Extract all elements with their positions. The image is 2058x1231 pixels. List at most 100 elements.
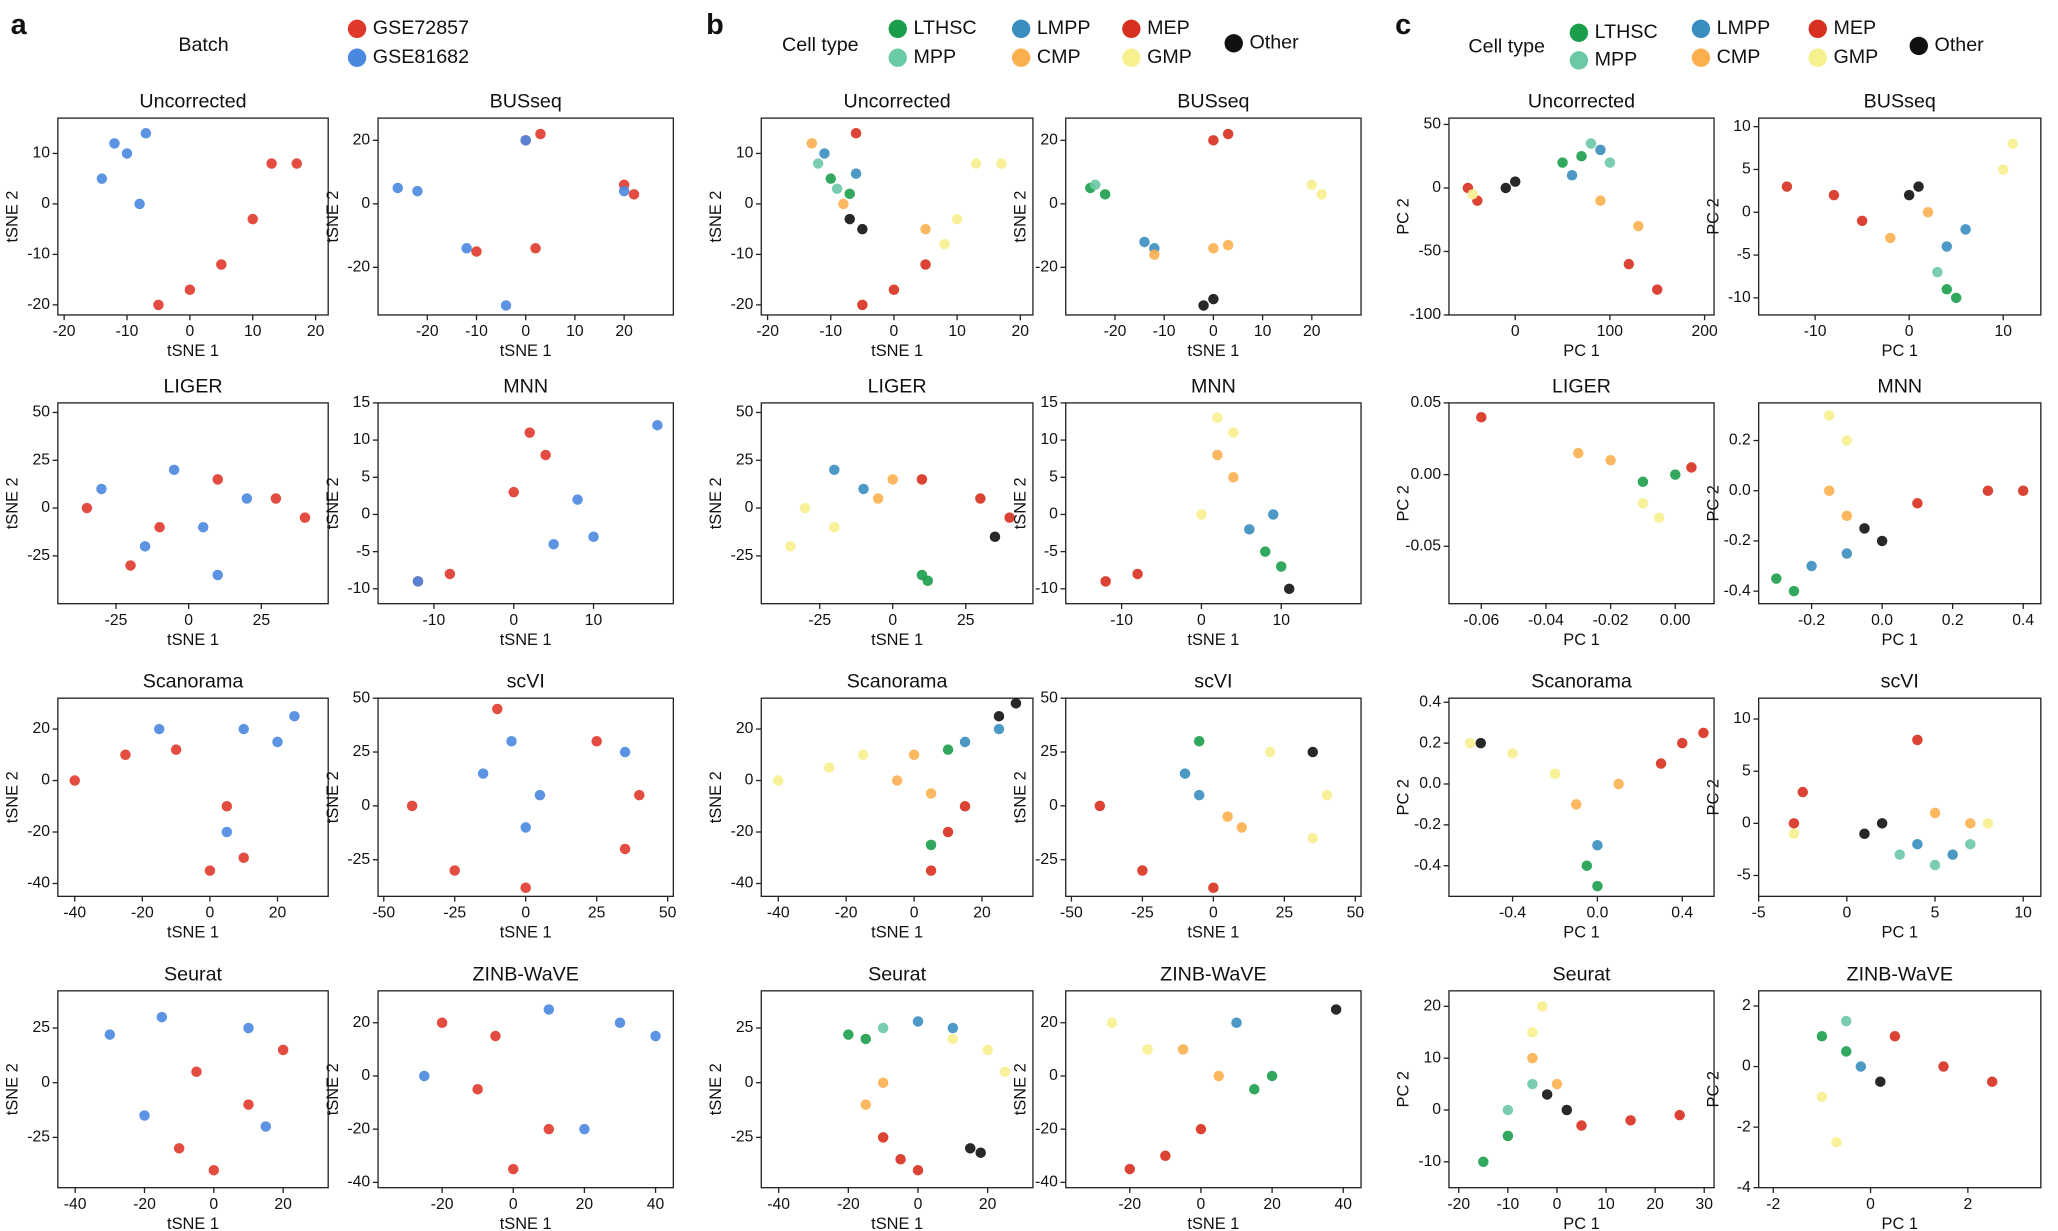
point: [1137, 865, 1148, 876]
point: [1267, 509, 1279, 520]
point: [618, 185, 630, 197]
point: [1222, 239, 1234, 251]
y-tick-label: 0: [1742, 814, 1751, 831]
point: [1576, 1120, 1587, 1131]
y-tick-label: 20: [1040, 1014, 1058, 1031]
point: [1236, 822, 1248, 833]
x-tick-label: 0: [509, 612, 518, 629]
x-axis-label: tSNE 1: [167, 923, 219, 941]
point: [221, 801, 233, 812]
x-tick-label: 25: [957, 612, 975, 629]
point: [1500, 182, 1512, 194]
point: [860, 1033, 872, 1045]
legend-swatch: [1691, 48, 1711, 67]
x-tick-label: 10: [948, 323, 966, 340]
point: [1982, 485, 1994, 496]
point: [591, 736, 602, 747]
x-axis-label: tSNE 1: [871, 923, 923, 941]
legend-swatch: [888, 48, 907, 67]
y-axis-label: PC 2: [1704, 198, 1722, 234]
y-tick-label: 5: [1742, 762, 1751, 779]
legend-label: MPP: [914, 46, 957, 68]
x-tick-label: 0.00: [1660, 612, 1691, 629]
x-tick-label: -10: [423, 612, 446, 629]
point: [1228, 427, 1239, 438]
chart-title: MNN: [1191, 375, 1236, 397]
point: [1576, 150, 1587, 162]
y-tick-label: -20: [27, 296, 50, 313]
x-axis-label: tSNE 1: [167, 342, 219, 360]
point: [877, 1077, 889, 1088]
point: [1823, 485, 1835, 496]
point: [1208, 243, 1219, 254]
y-tick-label: 10: [1733, 118, 1751, 135]
point: [1527, 1078, 1538, 1090]
point: [823, 762, 835, 773]
x-axis-label: tSNE 1: [1187, 1215, 1239, 1231]
y-axis-label: tSNE 2: [707, 477, 725, 529]
x-tick-label: -20: [133, 1196, 156, 1213]
point: [1541, 1089, 1553, 1100]
point: [1788, 818, 1800, 829]
plot-frame: [57, 697, 329, 898]
point: [168, 464, 180, 476]
point: [1212, 449, 1223, 461]
y-axis-label: PC 2: [1395, 779, 1413, 815]
point: [212, 474, 223, 485]
point: [860, 1099, 872, 1110]
chart-title: LIGER: [1552, 375, 1611, 397]
point: [1823, 410, 1835, 421]
plot-frame: [760, 402, 1034, 605]
y-tick-label: -0.2: [1414, 816, 1441, 833]
legend-label: LTHSC: [1595, 21, 1658, 43]
x-axis-label: tSNE 1: [871, 631, 923, 649]
x-tick-label: -20: [1104, 323, 1127, 340]
point: [989, 531, 1001, 543]
point: [1139, 236, 1150, 248]
x-tick-label: -20: [756, 323, 779, 340]
point: [1179, 768, 1191, 779]
y-axis-label: tSNE 2: [1011, 191, 1029, 243]
legend-title: Batch: [178, 34, 228, 56]
y-tick-label: -10: [1035, 580, 1058, 597]
y-tick-label: -25: [347, 851, 370, 868]
point: [436, 1017, 448, 1029]
x-tick-label: 10: [1272, 612, 1290, 629]
y-axis-label: tSNE 2: [707, 191, 725, 243]
point: [1149, 249, 1160, 260]
x-tick-label: 200: [1691, 323, 1718, 340]
x-tick-label: -10: [1153, 323, 1176, 340]
x-axis-label: tSNE 1: [500, 631, 552, 649]
point: [191, 1066, 202, 1078]
point: [912, 1016, 924, 1027]
x-tick-label: -20: [131, 905, 154, 922]
point: [872, 493, 884, 504]
point: [1502, 1130, 1514, 1142]
point: [238, 852, 249, 863]
point: [951, 213, 963, 225]
plot-frame: [1758, 117, 2042, 316]
x-tick-label: -0.02: [1593, 612, 1629, 629]
x-tick-label: 20: [307, 323, 325, 340]
x-tick-label: -20: [1447, 1196, 1470, 1213]
y-tick-label: -4: [1737, 1179, 1751, 1196]
point: [877, 1022, 889, 1034]
y-tick-label: 0: [361, 1067, 370, 1084]
y-tick-label: 50: [1424, 116, 1442, 133]
point: [1592, 880, 1603, 892]
x-tick-label: 25: [1276, 905, 1294, 922]
y-tick-label: -40: [1035, 1174, 1058, 1191]
point: [299, 512, 311, 523]
point: [461, 243, 472, 254]
y-tick-label: 20: [353, 1014, 371, 1031]
legend-label: MEP: [1147, 17, 1190, 39]
point: [247, 213, 258, 225]
point: [260, 1121, 272, 1132]
point: [843, 1029, 854, 1040]
legend-swatch: [1691, 19, 1711, 39]
point: [1177, 1044, 1189, 1055]
point: [492, 703, 503, 715]
x-tick-label: 0: [521, 323, 530, 340]
x-tick-label: 0: [1209, 323, 1218, 340]
point: [812, 158, 824, 169]
